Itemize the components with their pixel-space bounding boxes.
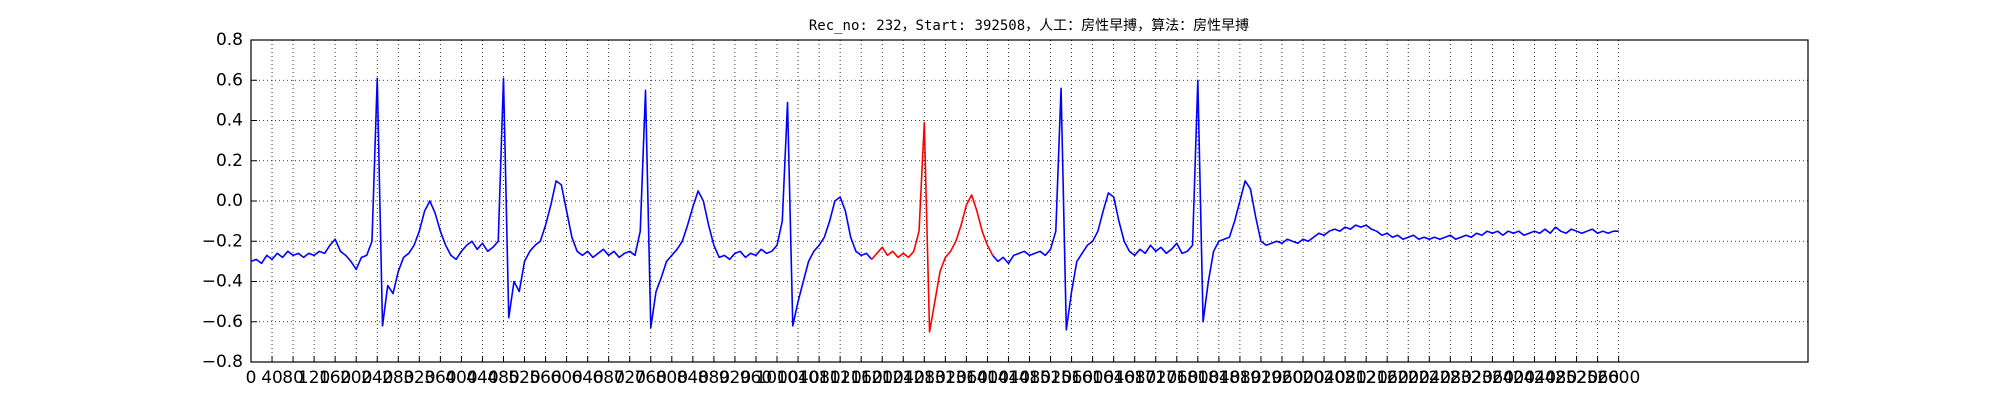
- x-tick-label: 2600: [1597, 368, 1640, 388]
- x-tick-label: 160: [319, 368, 351, 388]
- y-tick-label: −0.4: [202, 272, 243, 292]
- y-tick-label: −0.6: [202, 312, 243, 332]
- x-tick-label: 1800: [1176, 368, 1219, 388]
- x-tick-label: 1280: [903, 368, 946, 388]
- x-tick-label: 80: [282, 368, 304, 388]
- y-tick-label: −0.2: [202, 231, 243, 251]
- x-tick-label: 840: [677, 368, 709, 388]
- x-tick-label: 1080: [797, 368, 840, 388]
- x-tick-label: 1000: [755, 368, 798, 388]
- x-tick-label: 640: [571, 368, 603, 388]
- series-line: [250, 77, 1619, 331]
- x-tick-label: 280: [382, 368, 414, 388]
- x-tick-label: 1040: [776, 368, 819, 388]
- x-tick-label: 960: [740, 368, 772, 388]
- x-tick-label: 2280: [1429, 368, 1472, 388]
- x-tick-label: 2160: [1366, 368, 1409, 388]
- x-tick-label: 320: [403, 368, 435, 388]
- x-tick-label: 2240: [1408, 368, 1451, 388]
- x-tick-label: 2120: [1345, 368, 1388, 388]
- x-tick-label: 1400: [966, 368, 1009, 388]
- x-tick-label: 2320: [1450, 368, 1493, 388]
- x-tick-label: 800: [656, 368, 688, 388]
- y-tick-label: 0.2: [216, 151, 243, 171]
- x-tick-label: 1680: [1113, 368, 1156, 388]
- x-tick-label: 2520: [1555, 368, 1598, 388]
- x-tick-label: 120: [298, 368, 330, 388]
- x-tick-label: 680: [592, 368, 624, 388]
- x-tick-label: 240: [361, 368, 393, 388]
- x-tick-label: 480: [487, 368, 519, 388]
- y-tick-label: 0.4: [216, 111, 243, 131]
- x-tick-label: 1760: [1155, 368, 1198, 388]
- x-tick-label: 1880: [1218, 368, 1261, 388]
- x-tick-label: 400: [445, 368, 477, 388]
- x-tick-label: 1440: [987, 368, 1030, 388]
- x-tick-label: 760: [635, 368, 667, 388]
- x-tick-label: 2000: [1281, 368, 1324, 388]
- y-tick-label: 0.6: [216, 70, 243, 90]
- x-tick-label: 520: [508, 368, 540, 388]
- x-tick-label: 880: [698, 368, 730, 388]
- x-tick-label: 1560: [1050, 368, 1093, 388]
- x-tick-label: 1600: [1071, 368, 1114, 388]
- x-tick-label: 560: [529, 368, 561, 388]
- x-tick-label: 1840: [1197, 368, 1240, 388]
- x-tick-label: 1240: [882, 368, 925, 388]
- y-tick-label: 0.0: [216, 191, 243, 211]
- y-tick-label: 0.8: [216, 30, 243, 50]
- x-tick-label: 1480: [1008, 368, 1051, 388]
- x-tick-label: 2080: [1323, 368, 1366, 388]
- x-tick-label: 2200: [1387, 368, 1430, 388]
- x-tick-label: 2440: [1513, 368, 1556, 388]
- x-tick-label: 2040: [1302, 368, 1345, 388]
- x-tick-label: 0: [246, 368, 257, 388]
- x-tick-label: 1920: [1239, 368, 1282, 388]
- x-tick-label: 40: [261, 368, 283, 388]
- x-tick-label: 1720: [1134, 368, 1177, 388]
- x-tick-label: 1200: [861, 368, 904, 388]
- x-tick-label: 920: [719, 368, 751, 388]
- x-tick-label: 200: [340, 368, 372, 388]
- x-tick-label: 1120: [819, 368, 862, 388]
- x-tick-label: 720: [614, 368, 646, 388]
- series-line: [871, 121, 994, 333]
- x-tick-label: 1160: [840, 368, 883, 388]
- chart-title: Rec_no: 232，Start: 392508，人工：房性早搏，算法：房性早…: [809, 17, 1249, 34]
- x-tick-label: 2360: [1471, 368, 1514, 388]
- x-tick-label: 600: [550, 368, 582, 388]
- x-tick-label: 1640: [1092, 368, 1135, 388]
- x-tick-label: 1520: [1029, 368, 1072, 388]
- x-tick-label: 360: [424, 368, 456, 388]
- x-tick-label: 1320: [924, 368, 967, 388]
- x-tick-label: 2560: [1576, 368, 1619, 388]
- x-tick-label: 440: [466, 368, 498, 388]
- x-tick-label: 1960: [1260, 368, 1303, 388]
- x-tick-label: 2400: [1492, 368, 1535, 388]
- x-tick-label: 2480: [1534, 368, 1577, 388]
- y-tick-label: −0.8: [202, 352, 243, 372]
- x-tick-label: 1360: [945, 368, 988, 388]
